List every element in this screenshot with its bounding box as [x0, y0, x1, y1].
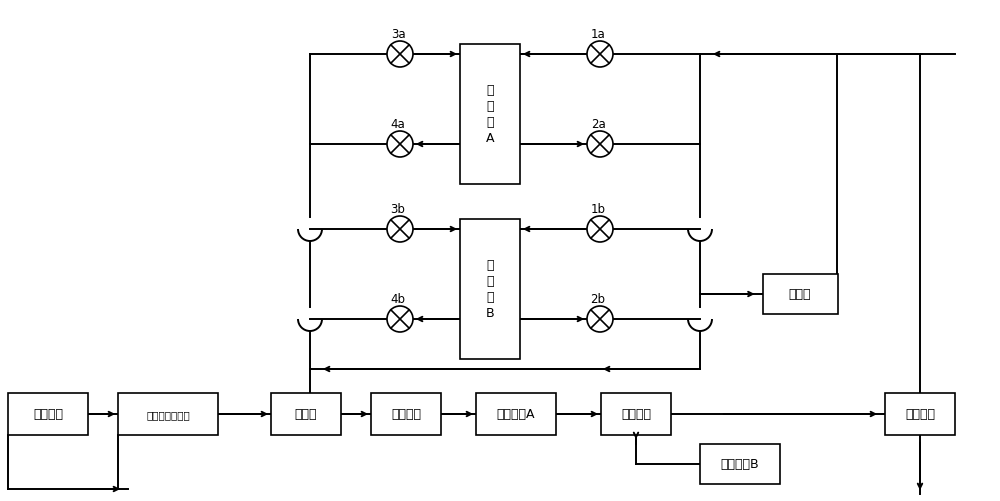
Bar	[371, 393, 441, 435]
Text: 4a: 4a	[391, 118, 405, 131]
Circle shape	[387, 132, 413, 158]
Text: 2b: 2b	[590, 293, 606, 306]
Text: 氨分离器B: 氨分离器B	[721, 457, 759, 470]
Circle shape	[387, 307, 413, 332]
Circle shape	[587, 132, 613, 158]
Bar	[460, 45, 520, 185]
Bar	[763, 275, 838, 314]
Bar	[700, 444, 780, 484]
Circle shape	[587, 216, 613, 242]
Text: 3b: 3b	[391, 202, 405, 215]
Text: 冷交换器: 冷交换器	[621, 408, 651, 421]
Text: 2a: 2a	[591, 118, 605, 131]
Circle shape	[387, 42, 413, 68]
Text: 吸
附
塔
A: 吸 附 塔 A	[486, 84, 494, 145]
Text: 氨分离器A: 氨分离器A	[497, 408, 535, 421]
Circle shape	[587, 42, 613, 68]
Text: 循环机: 循环机	[789, 288, 811, 301]
Bar	[118, 393, 218, 435]
Text: 氨合成塔: 氨合成塔	[33, 408, 63, 421]
Text: 1a: 1a	[591, 28, 605, 41]
Text: 吸
附
塔
B: 吸 附 塔 B	[486, 259, 494, 320]
Bar	[885, 393, 955, 435]
Text: 1b: 1b	[590, 202, 606, 215]
Text: 4b: 4b	[390, 293, 406, 306]
Text: 废热回收器系统: 废热回收器系统	[146, 409, 190, 419]
Text: 水冷凝器: 水冷凝器	[391, 408, 421, 421]
Circle shape	[387, 216, 413, 242]
Circle shape	[587, 307, 613, 332]
Bar	[460, 219, 520, 359]
Bar	[476, 393, 556, 435]
Bar	[8, 393, 88, 435]
Text: 氨冷凝器: 氨冷凝器	[905, 408, 935, 421]
Bar	[271, 393, 341, 435]
Text: 3a: 3a	[391, 28, 405, 41]
Text: 预热器: 预热器	[295, 408, 317, 421]
Bar	[601, 393, 671, 435]
